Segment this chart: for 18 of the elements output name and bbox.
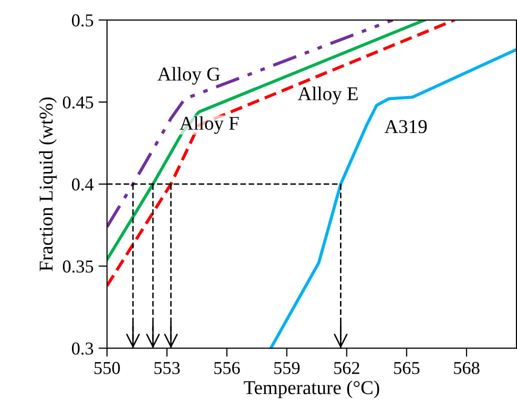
y-tick-label: 0.45 xyxy=(62,96,94,109)
x-tick-label: 556 xyxy=(214,362,240,374)
x-tick-label: 565 xyxy=(394,362,420,374)
y-tick-label: 0.35 xyxy=(62,260,94,273)
annotation: Alloy F xyxy=(180,116,239,134)
x-axis-title: Temperature (°C) xyxy=(244,380,380,398)
y-tick-label: 0.3 xyxy=(72,342,94,355)
y-tick-label: 0.5 xyxy=(72,14,94,27)
y-axis-title: Fraction Liquid (wt%) xyxy=(39,97,57,272)
y-tick-label: 0.4 xyxy=(72,178,94,191)
annotation: Alloy E xyxy=(298,86,358,104)
annotation: A319 xyxy=(384,120,427,134)
x-tick-label: 568 xyxy=(454,362,480,374)
x-tick-label: 562 xyxy=(334,362,360,374)
annotation: Alloy G xyxy=(158,66,220,85)
x-tick-label: 550 xyxy=(94,362,120,374)
x-tick-label: 553 xyxy=(154,362,180,374)
x-tick-label: 559 xyxy=(274,362,300,374)
